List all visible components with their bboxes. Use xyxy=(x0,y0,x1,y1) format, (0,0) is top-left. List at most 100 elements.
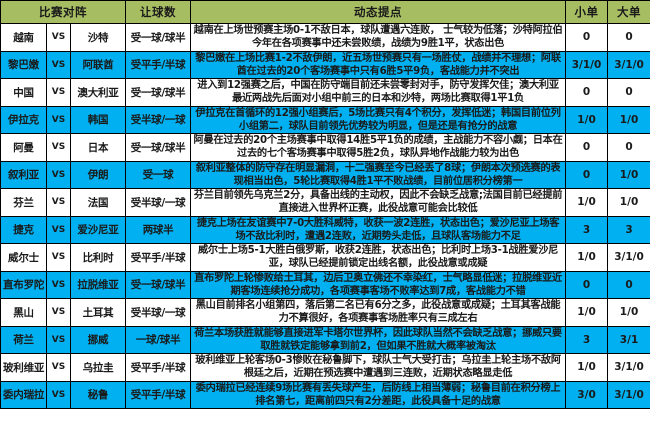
cell-team-away: 伊朗 xyxy=(69,160,127,189)
cell-vs-label: VS xyxy=(46,380,71,409)
cell-small-odds: 1/0 xyxy=(565,188,609,217)
cell-small-odds: 0 xyxy=(565,270,609,299)
table-row: 威尔士 VS 比利时 受平手/半球 威尔士上场5-1大胜白俄罗斯，收获2连胜，状态出色；… xyxy=(0,243,650,272)
cell-vs-label: VS xyxy=(46,243,71,272)
cell-handicap: 受平手/半球 xyxy=(125,243,192,272)
cell-team-home: 阿曼 xyxy=(0,133,47,162)
cell-vs-label: VS xyxy=(46,23,71,52)
cell-handicap: 受一球/球半 xyxy=(125,78,192,107)
cell-big-odds: 0 xyxy=(607,78,650,107)
cell-team-home: 玻利维亚 xyxy=(0,353,47,382)
cell-team-home: 捷克 xyxy=(0,215,47,244)
cell-handicap: 受半球/一球 xyxy=(125,188,192,217)
cell-handicap: 受半球/一球 xyxy=(125,105,192,134)
table-row: 委内瑞拉 VS 秘鲁 受平手/半球 委内瑞拉已经连续9场比赛有丢失球产生，后防线上相当薄… xyxy=(0,380,650,409)
table-row: 黑山 VS 土耳其 受半球/一球 黑山目前排名小组第四，落后第二名已有6分之多，此役战意… xyxy=(0,298,650,327)
cell-note: 玻利维亚上轮客场0-3惨败在秘鲁脚下，球队士气大受打击；乌拉圭上轮主场不敌阿根廷… xyxy=(190,353,567,382)
cell-vs-label: VS xyxy=(46,270,71,299)
cell-big-odds: 0 xyxy=(607,270,650,299)
cell-team-away: 法国 xyxy=(69,188,127,217)
cell-note: 阿曼在过去的20个主场赛事中取得14胜5平1负的成绩，主战能力不容小觑；日本在过… xyxy=(190,133,567,162)
cell-small-odds: 3/0 xyxy=(565,380,609,409)
table-header: 比赛对阵 让球数 动态提点 小单 大单 xyxy=(0,0,650,24)
match-analysis-table: 比赛对阵 让球数 动态提点 小单 大单 越南 VS 沙特 受一球/球半 越南在上场世预赛… xyxy=(0,0,650,409)
cell-vs-label: VS xyxy=(46,215,71,244)
cell-big-odds: 3/1/0 xyxy=(607,353,650,382)
cell-handicap: 一球/球半 xyxy=(125,325,192,354)
header-notes: 动态提点 xyxy=(190,0,567,24)
cell-small-odds: 3 xyxy=(565,325,609,354)
cell-handicap: 受半球/一球 xyxy=(125,298,192,327)
cell-team-home: 威尔士 xyxy=(0,243,47,272)
cell-team-away: 日本 xyxy=(69,133,127,162)
header-row: 比赛对阵 让球数 动态提点 小单 大单 xyxy=(0,0,650,24)
table-row: 阿曼 VS 日本 受一球/球半 阿曼在过去的20个主场赛事中取得14胜5平1负的成绩，主… xyxy=(0,133,650,162)
cell-small-odds: 1/0 xyxy=(565,298,609,327)
cell-team-away: 爱沙尼亚 xyxy=(69,215,127,244)
cell-team-home: 委内瑞拉 xyxy=(0,380,47,409)
table-row: 直布罗陀 VS 拉脱维亚 受一球/球半 直布罗陀上轮惨败给土耳其，边后卫奥立佛还不幸染红… xyxy=(0,270,650,299)
cell-handicap: 受平手/半球 xyxy=(125,353,192,382)
cell-small-odds: 0 xyxy=(565,78,609,107)
cell-team-home: 中国 xyxy=(0,78,47,107)
table-body: 越南 VS 沙特 受一球/球半 越南在上场世预赛主场0-1不敌日本，球队遭遇六连败， 士… xyxy=(0,23,650,409)
cell-handicap: 受一球/球半 xyxy=(125,23,192,52)
cell-team-away: 乌拉圭 xyxy=(69,353,127,382)
cell-big-odds: 1/0 xyxy=(607,298,650,327)
cell-team-home: 叙利亚 xyxy=(0,160,47,189)
cell-note: 芬兰目前领先乌克兰2分，具备出线的主动权，因此不会缺乏战意;法国目前已经提前直接… xyxy=(190,188,567,217)
cell-team-away: 秘鲁 xyxy=(69,380,127,409)
table-row: 黎巴嫩 VS 阿联酋 受平手/半球 黎巴嫩在上场比赛1-2不敌伊朗，近五场世预赛只有一场… xyxy=(0,50,650,79)
header-matchup: 比赛对阵 xyxy=(0,0,127,24)
table-row: 捷克 VS 爱沙尼亚 两球半 捷克上场在友谊赛中7-0大胜科威特，收获一波2连胜，状态出… xyxy=(0,215,650,244)
cell-team-home: 荷兰 xyxy=(0,325,47,354)
table-row: 叙利亚 VS 伊朗 受一球 叙利亚整体的防守存在明显漏洞，十二强赛至今已经丢了8球；伊朗… xyxy=(0,160,650,189)
table-row: 芬兰 VS 法国 受半球/一球 芬兰目前领先乌克兰2分，具备出线的主动权，因此不会缺乏战… xyxy=(0,188,650,217)
cell-note: 进入到12强赛之后，中国在防守端目前还未尝零封对手，防守发挥欠佳；澳大利亚最近两… xyxy=(190,78,567,107)
cell-team-away: 阿联酋 xyxy=(69,50,127,79)
cell-team-home: 芬兰 xyxy=(0,188,47,217)
cell-vs-label: VS xyxy=(46,353,71,382)
cell-handicap: 受平手/半球 xyxy=(125,380,192,409)
cell-team-home: 黑山 xyxy=(0,298,47,327)
cell-big-odds: 3/1/0 xyxy=(607,243,650,272)
cell-vs-label: VS xyxy=(46,105,71,134)
cell-vs-label: VS xyxy=(46,160,71,189)
cell-small-odds: 0 xyxy=(565,23,609,52)
cell-vs-label: VS xyxy=(46,78,71,107)
cell-team-home: 伊拉克 xyxy=(0,105,47,134)
cell-note: 越南在上场世预赛主场0-1不敌日本，球队遭遇六连败， 士气较为低落；沙特阿拉伯今… xyxy=(190,23,567,52)
table-row: 中国 VS 澳大利亚 受一球/球半 进入到12强赛之后，中国在防守端目前还未尝零封对手，… xyxy=(0,78,650,107)
cell-team-home: 黎巴嫩 xyxy=(0,50,47,79)
cell-handicap: 受平手/半球 xyxy=(125,50,192,79)
cell-small-odds: 1/0 xyxy=(565,243,609,272)
cell-big-odds: 3 xyxy=(607,215,650,244)
cell-big-odds: 1/0 xyxy=(607,188,650,217)
cell-small-odds: 1/0 xyxy=(565,105,609,134)
cell-big-odds: 3/1 xyxy=(607,325,650,354)
cell-small-odds: 0 xyxy=(565,133,609,162)
header-big-odds: 大单 xyxy=(607,0,650,24)
cell-team-away: 澳大利亚 xyxy=(69,78,127,107)
cell-note: 捷克上场在友谊赛中7-0大胜科威特，收获一波2连胜，状态出色；爱沙尼亚上场客场不… xyxy=(190,215,567,244)
cell-small-odds: 0 xyxy=(565,160,609,189)
cell-team-home: 越南 xyxy=(0,23,47,52)
cell-big-odds: 1/0 xyxy=(607,160,650,189)
cell-handicap: 受一球/球半 xyxy=(125,133,192,162)
cell-big-odds: 3/1/0 xyxy=(607,50,650,79)
table-row: 越南 VS 沙特 受一球/球半 越南在上场世预赛主场0-1不敌日本，球队遭遇六连败， 士… xyxy=(0,23,650,52)
cell-vs-label: VS xyxy=(46,298,71,327)
table-row: 荷兰 VS 挪威 一球/球半 荷兰本场获胜就能够直接进军卡塔尔世界杯，因此球队当然不会缺… xyxy=(0,325,650,354)
header-small-odds: 小单 xyxy=(565,0,609,24)
cell-team-away: 沙特 xyxy=(69,23,127,52)
cell-team-away: 比利时 xyxy=(69,243,127,272)
cell-handicap: 两球半 xyxy=(125,215,192,244)
cell-note: 叙利亚整体的防守存在明显漏洞，十二强赛至今已经丢了8球；伊朗本次预选赛的表现相当… xyxy=(190,160,567,189)
cell-note: 黑山目前排名小组第四，落后第二名已有6分之多，此役战意或成疑；土耳其客战能力不算… xyxy=(190,298,567,327)
cell-big-odds: 3/1/0 xyxy=(607,380,650,409)
cell-note: 黎巴嫩在上场比赛1-2不敌伊朗，近五场世预赛只有一场胜仗，战绩并不理想；阿联酋在… xyxy=(190,50,567,79)
table-row: 玻利维亚 VS 乌拉圭 受平手/半球 玻利维亚上轮客场0-3惨败在秘鲁脚下，球队士气大受… xyxy=(0,353,650,382)
cell-team-away: 拉脱维亚 xyxy=(69,270,127,299)
cell-team-away: 土耳其 xyxy=(69,298,127,327)
cell-vs-label: VS xyxy=(46,325,71,354)
